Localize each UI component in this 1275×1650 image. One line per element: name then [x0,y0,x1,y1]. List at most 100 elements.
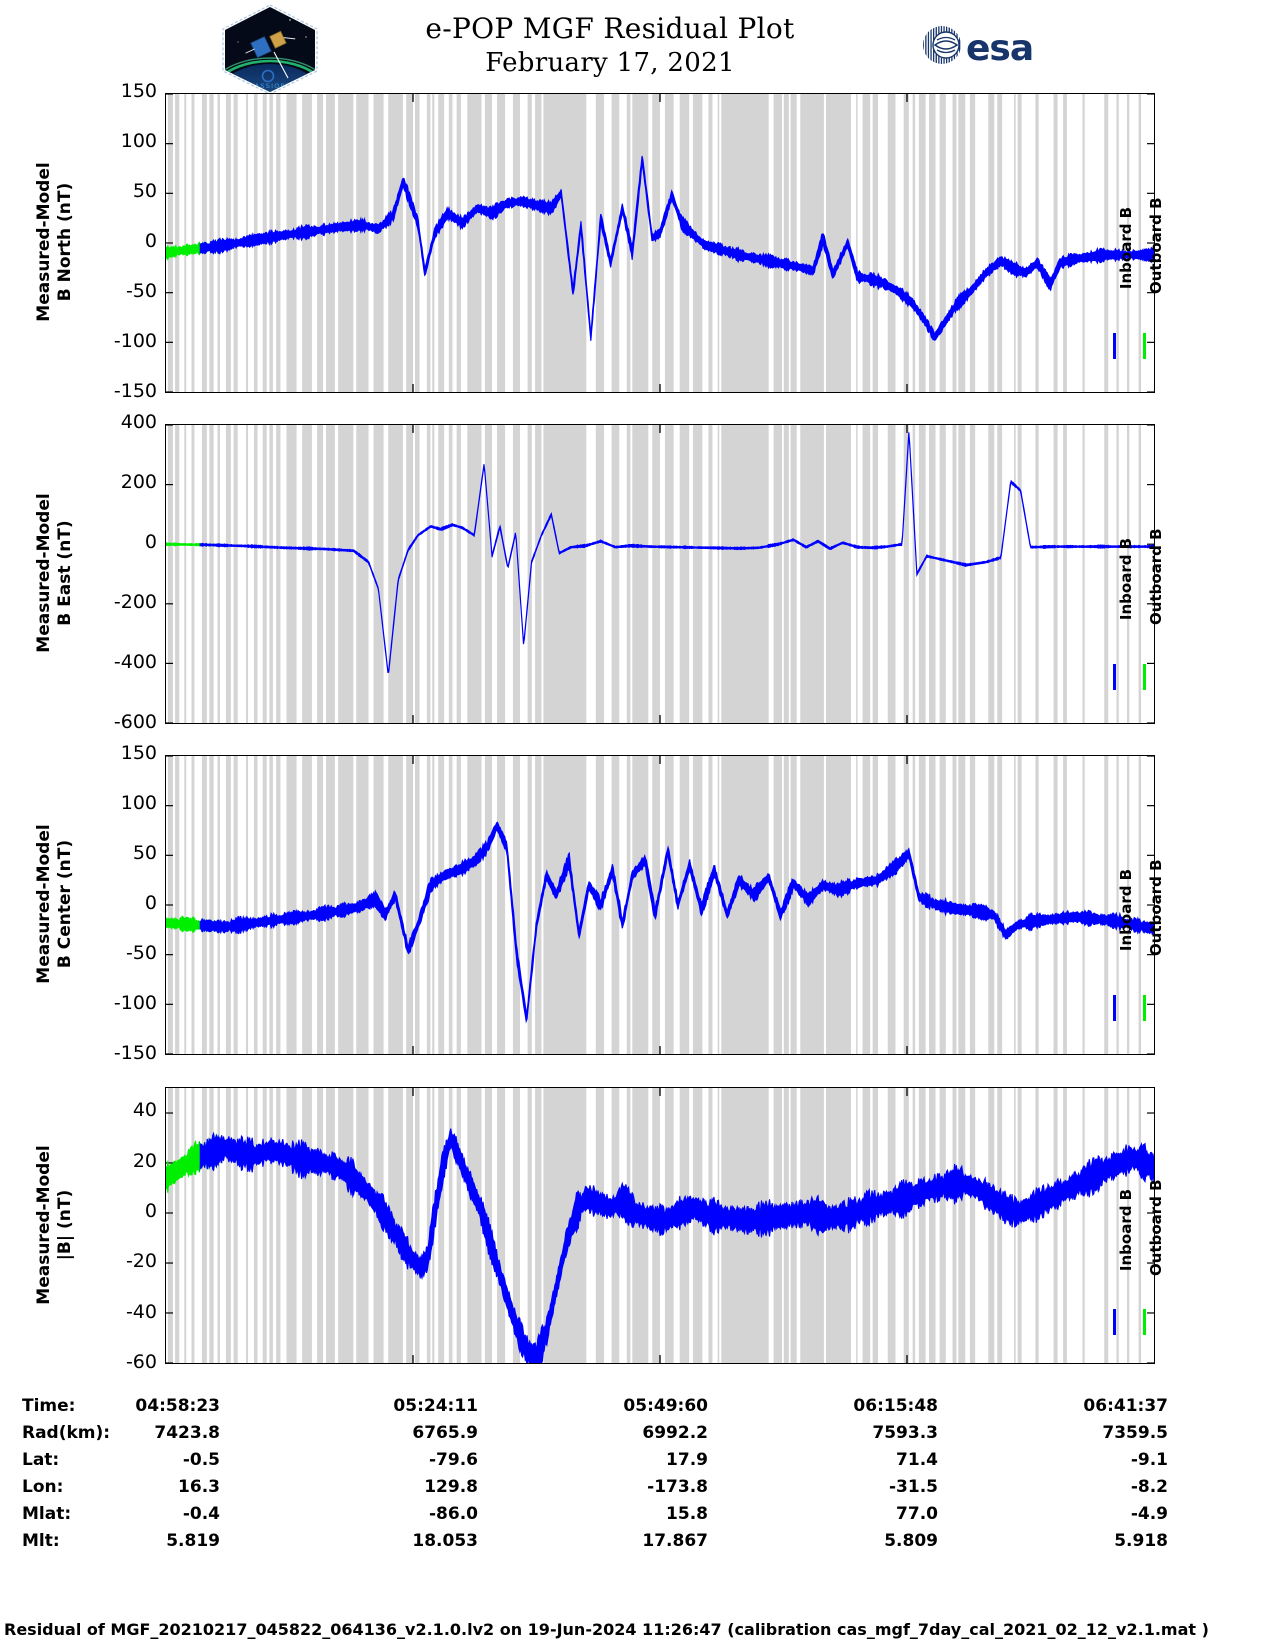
table-cell: 18.053 [412,1531,478,1551]
legend-swatch-inboard [1113,1308,1116,1335]
table-row: Mlat: -0.4 -86.0 15.8 77.0 -4.9 [0,1504,1275,1531]
table-cell: 17.867 [642,1531,708,1551]
y-tick-value: 0 [144,1199,157,1222]
table-cell: -31.5 [889,1477,938,1497]
axis-ticks [166,94,1154,392]
table-cell: 5.819 [166,1531,220,1551]
y-tick-value: 100 [120,792,157,814]
y-tick-value: 400 [120,411,157,433]
legend-label-outboard: Outboard B [1147,859,1165,956]
table-cell: -0.5 [182,1450,220,1470]
table-cell: 17.9 [666,1450,708,1470]
plot-header: CASSIOPE e-POP MGF Residual Plot Februar… [0,0,1275,95]
chart-panel-b-east [165,424,1155,724]
data-gap-shading [167,425,1142,723]
table-row-label: Mlt: [22,1531,60,1551]
y-axis-label-line1: Measured-Model [34,824,54,984]
legend-swatch-inboard [1113,995,1116,1021]
table-cell: 6992.2 [642,1423,708,1443]
y-tick-value: 50 [132,842,157,864]
y-tick-value: 150 [120,742,157,764]
table-cell: 16.3 [178,1477,220,1497]
table-row: Lat: -0.5 -79.6 17.9 71.4 -9.1 [0,1450,1275,1477]
legend-swatch-outboard [1143,1308,1146,1335]
y-tick-value: 200 [120,471,157,493]
y-axis-label-b-center: Measured-Model B Center (nT) [34,754,76,1054]
legend-label-outboard: Outboard B [1147,528,1165,625]
y-tick-value: -100 [113,992,157,1014]
table-cell: -173.8 [647,1477,708,1497]
y-axis-label-b-north: Measured-Model B North (nT) [34,92,76,392]
y-tick-value: -150 [113,380,157,402]
axis-ticks [166,756,1154,1054]
table-row-label: Lat: [22,1450,60,1470]
plot-area-b-center [166,756,1154,1054]
title-date: February 17, 2021 [485,48,735,78]
table-cell: -0.4 [182,1504,220,1524]
series-outboard-b [166,237,221,261]
y-tick-value: -400 [113,651,157,673]
cassiope-mission-logo: CASSIOPE [218,4,322,95]
data-gap-shading [167,94,1142,392]
table-cell: 7593.3 [872,1423,938,1443]
y-tick-value: 0 [144,230,157,252]
table-cell: 5.809 [884,1531,938,1551]
legend-swatch-inboard [1113,664,1116,690]
legend-label-outboard: Outboard B [1147,197,1165,294]
table-row-label: Mlat: [22,1504,72,1524]
y-axis-label-line2: |B| (nT) [55,1189,75,1260]
y-axis-label-b-magnitude: Measured-Model |B| (nT) [34,1075,76,1375]
table-cell: -4.9 [1130,1504,1168,1524]
plot-area-b-magnitude [166,1088,1154,1363]
table-cell: 5.918 [1114,1531,1168,1551]
series-inboard-b [199,432,1154,673]
table-cell: -79.6 [429,1450,478,1470]
series-inboard-b [199,821,1154,1024]
table-cell: -8.2 [1130,1477,1168,1497]
legend-label-outboard: Outboard B [1147,1179,1165,1277]
y-axis-label-line2: B East (nT) [55,520,75,626]
y-axis-label-line1: Measured-Model [34,162,54,322]
y-tick-value: 40 [132,1099,157,1122]
table-cell: 15.8 [666,1504,708,1524]
y-tick-value: 0 [144,531,157,553]
chart-panel-b-center [165,755,1155,1055]
y-tick-value: -40 [125,1300,157,1323]
series-inboard-b [199,1128,1154,1363]
table-row: Time: 04:58:23 05:24:11 05:49:60 06:15:48 06:… [0,1396,1275,1423]
table-cell: -9.1 [1130,1450,1168,1470]
legend-swatch-outboard [1143,664,1146,690]
legend-label-inboard: Inboard B [1117,1188,1135,1272]
table-row-label: Rad(km): [22,1423,111,1443]
table-cell: 7359.5 [1102,1423,1168,1443]
table-row-label: Time: [22,1396,76,1416]
y-axis-label-line2: B Center (nT) [55,839,75,969]
y-tick-value: 20 [132,1149,157,1172]
y-tick-value: -150 [113,1042,157,1064]
y-tick-value: -60 [125,1351,157,1373]
table-row: Rad(km): 7423.8 6765.9 6992.2 7593.3 7359.5 [0,1423,1275,1450]
mission-logo-text: CASSIOPE [249,82,291,90]
table-row: Mlt: 5.819 18.053 17.867 5.809 5.918 [0,1531,1275,1558]
y-axis-label-line2: B North (nT) [55,182,75,302]
y-tick-value: 100 [120,130,157,152]
y-tick-value: -200 [113,591,157,613]
chart-panel-b-north [165,93,1155,393]
plot-title: e-POP MGF Residual Plot February 17, 202… [330,12,890,80]
table-cell: 6765.9 [412,1423,478,1443]
y-axis-label-line1: Measured-Model [34,1144,54,1305]
y-tick-value: -50 [125,280,157,302]
axis-ticks [166,425,1154,723]
table-cell: 06:15:48 [853,1396,938,1416]
y-axis-label-line1: Measured-Model [34,493,54,653]
y-tick-value: -50 [125,942,157,964]
title-main: e-POP MGF Residual Plot [425,12,795,45]
table-row-label: Lon: [22,1477,64,1497]
y-tick-value: 50 [132,180,157,202]
table-row: Lon: 16.3 129.8 -173.8 -31.5 -8.2 [0,1477,1275,1504]
ephemeris-table: Time: 04:58:23 05:24:11 05:49:60 06:15:48 06:… [0,1396,1275,1558]
legend-label-inboard: Inboard B [1117,537,1135,621]
legend-swatch-outboard [1143,333,1146,359]
plot-area-b-north [166,94,1154,392]
plot-area-b-east [166,425,1154,723]
